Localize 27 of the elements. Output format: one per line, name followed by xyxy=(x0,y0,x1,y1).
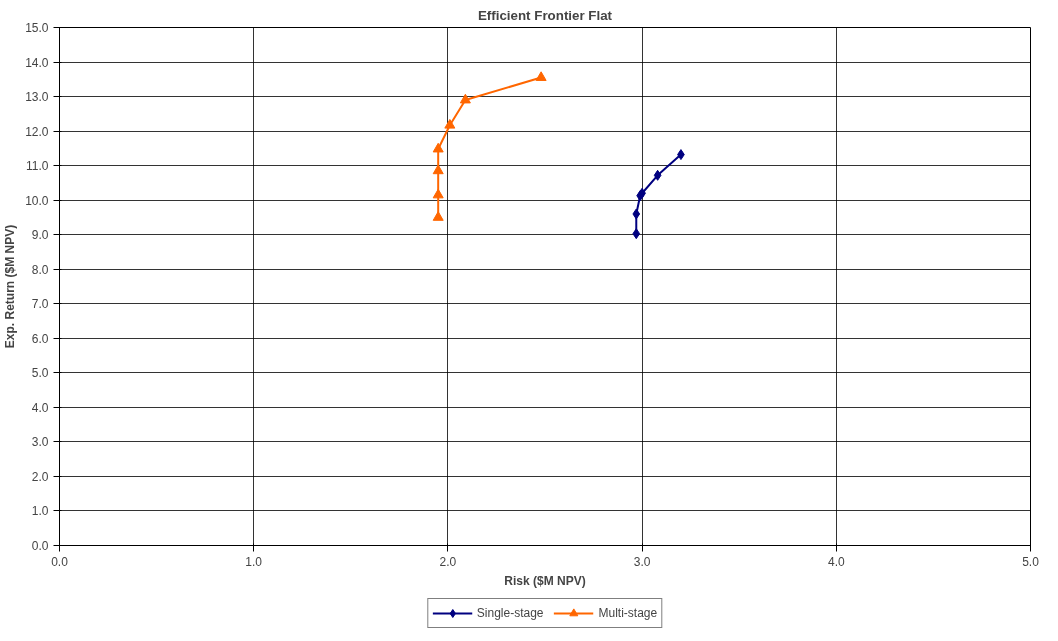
legend-label: Multi-stage xyxy=(598,605,658,620)
y-tick-label: 14.0 xyxy=(25,55,49,70)
x-tick-label: 1.0 xyxy=(245,554,263,569)
y-tick-label: 11.0 xyxy=(26,159,49,174)
x-axis-title: Risk ($M NPV) xyxy=(504,573,586,588)
x-tick-label: 5.0 xyxy=(1022,554,1040,569)
y-tick-label: 8.0 xyxy=(31,262,49,277)
legend-label: Single-stage xyxy=(476,605,544,620)
y-tick-label: 6.0 xyxy=(31,331,49,346)
x-tick-label: 3.0 xyxy=(633,554,651,569)
y-tick-label: 12.0 xyxy=(25,124,49,139)
y-tick-label: 10.0 xyxy=(25,193,49,208)
y-tick-label: 9.0 xyxy=(31,228,49,243)
chart-title: Efficient Frontier Flat xyxy=(477,7,613,23)
x-tick-label: 2.0 xyxy=(439,554,457,569)
y-tick-label: 0.0 xyxy=(31,539,49,553)
y-tick-label: 5.0 xyxy=(31,366,49,381)
y-tick-label: 15.0 xyxy=(25,21,49,35)
x-tick-label: 0.0 xyxy=(51,554,69,569)
y-tick-label: 1.0 xyxy=(31,504,49,519)
y-tick-label: 2.0 xyxy=(31,469,49,484)
y-axis-title: Exp. Return ($M NPV) xyxy=(3,224,18,349)
y-tick-label: 4.0 xyxy=(31,400,49,415)
y-tick-label: 3.0 xyxy=(31,435,49,450)
y-tick-label: 7.0 xyxy=(31,297,49,312)
x-tick-label: 4.0 xyxy=(827,554,845,569)
y-tick-label: 13.0 xyxy=(25,90,49,105)
